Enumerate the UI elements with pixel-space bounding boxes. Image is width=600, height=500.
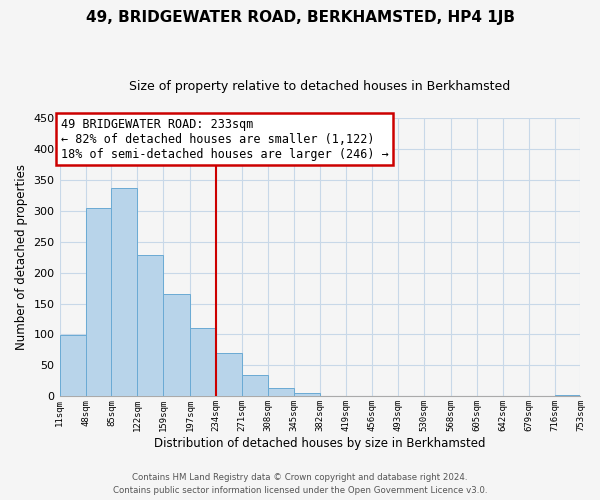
Text: 49 BRIDGEWATER ROAD: 233sqm
← 82% of detached houses are smaller (1,122)
18% of : 49 BRIDGEWATER ROAD: 233sqm ← 82% of det… [61, 118, 389, 161]
Bar [242, 374, 268, 396]
Bar [137, 255, 163, 396]
Bar [216, 353, 242, 397]
Bar [190, 328, 216, 396]
X-axis label: Distribution of detached houses by size in Berkhamsted: Distribution of detached houses by size … [154, 437, 486, 450]
Text: Contains HM Land Registry data © Crown copyright and database right 2024.
Contai: Contains HM Land Registry data © Crown c… [113, 474, 487, 495]
Bar [268, 388, 294, 396]
Bar [112, 188, 137, 396]
Bar [163, 294, 190, 396]
Y-axis label: Number of detached properties: Number of detached properties [15, 164, 28, 350]
Bar [294, 394, 320, 396]
Bar [59, 335, 86, 396]
Title: Size of property relative to detached houses in Berkhamsted: Size of property relative to detached ho… [130, 80, 511, 93]
Bar [554, 395, 581, 396]
Text: 49, BRIDGEWATER ROAD, BERKHAMSTED, HP4 1JB: 49, BRIDGEWATER ROAD, BERKHAMSTED, HP4 1… [86, 10, 515, 25]
Bar [86, 208, 112, 396]
